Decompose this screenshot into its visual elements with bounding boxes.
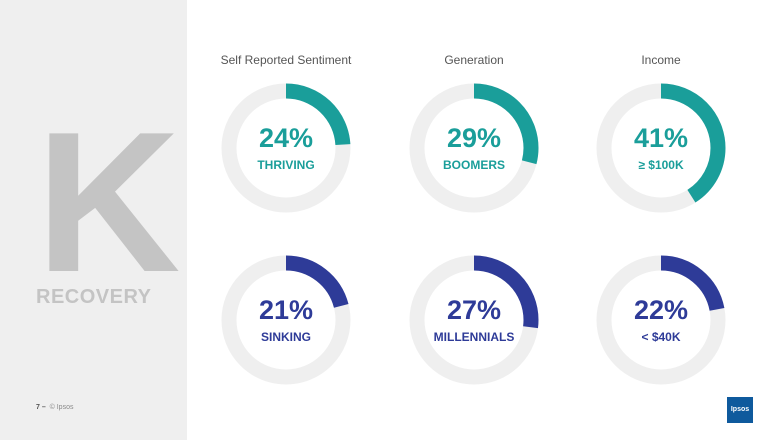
donut-segment [596, 83, 726, 213]
donut-label: BOOMERS [442, 158, 505, 172]
donut-svg [221, 83, 351, 213]
donut-segment [221, 255, 351, 385]
donut-percent: 41% [633, 123, 689, 153]
ipsos-logo: Ipsos [727, 397, 753, 423]
column-heading-generation: Generation [444, 53, 504, 67]
donut-segment [221, 83, 351, 213]
donut-percent: 22% [633, 295, 689, 325]
donut-percent: 24% [258, 123, 314, 153]
donut-sinking: 21% SINKING [220, 254, 352, 386]
slide-subtitle: RECOVERY [36, 286, 152, 308]
donut-segment [409, 83, 539, 213]
donut-percent: 29% [446, 123, 502, 153]
donut-svg [221, 255, 351, 385]
footer: 7 – © Ipsos [36, 404, 73, 411]
page-number: 7 – [36, 404, 46, 411]
donut-income-high: 41% ≥ $100K [595, 82, 727, 214]
donut-segment [596, 255, 726, 385]
donut-boomers: 29% BOOMERS [408, 82, 540, 214]
donut-svg [409, 83, 539, 213]
donut-income-low: 22% < $40K [595, 254, 727, 386]
donut-svg [596, 255, 726, 385]
donut-percent: 21% [258, 295, 314, 325]
donut-segment [409, 255, 539, 385]
copyright: © Ipsos [49, 404, 74, 411]
donut-label: ≥ $100K [638, 158, 684, 172]
donut-label: SINKING [260, 330, 311, 344]
left-panel: K RECOVERY 7 – © Ipsos [0, 0, 187, 440]
donut-svg [596, 83, 726, 213]
column-heading-sentiment: Self Reported Sentiment [220, 53, 352, 67]
donut-svg [409, 255, 539, 385]
donut-thriving: 24% THRIVING [220, 82, 352, 214]
donut-millennials: 27% MILLENNIALS [408, 254, 540, 386]
donut-label: < $40K [641, 330, 681, 344]
big-letter: K [36, 91, 181, 314]
donut-percent: 27% [446, 295, 502, 325]
donut-label: THRIVING [257, 158, 315, 172]
column-heading-income: Income [641, 53, 681, 67]
donut-label: MILLENNIALS [433, 330, 515, 344]
